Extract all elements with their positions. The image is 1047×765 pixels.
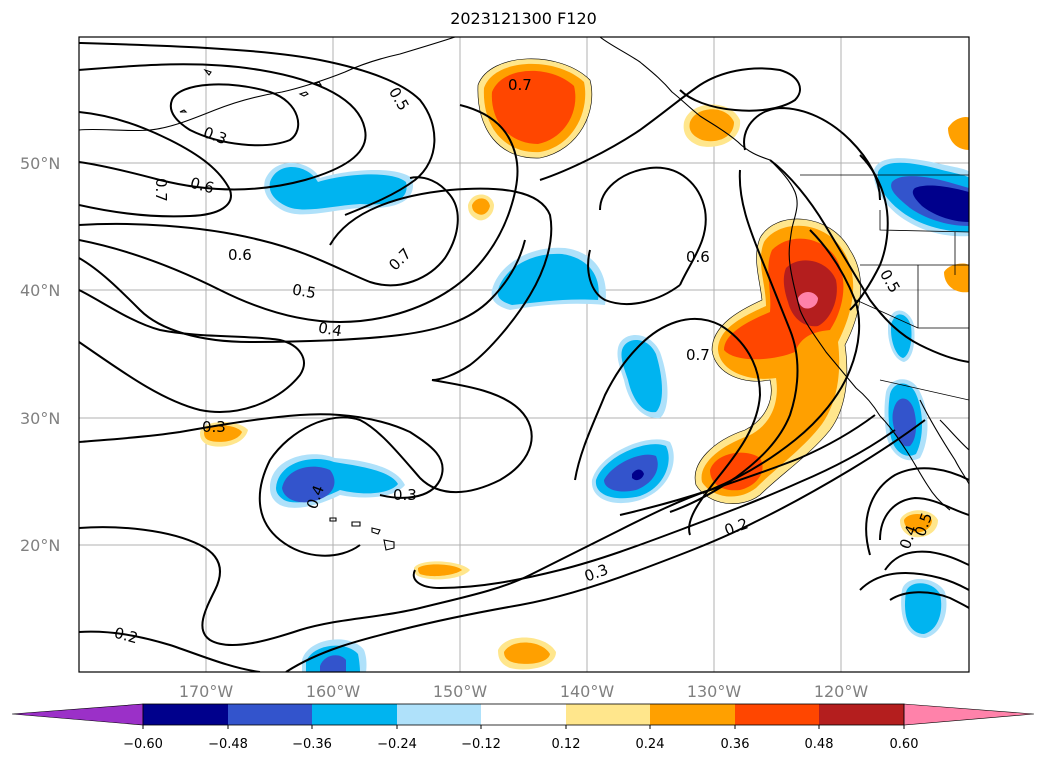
- colorbar-tick-label: 0.48: [805, 737, 834, 752]
- colorbar-segment: [143, 704, 228, 725]
- contour-label: 0.5: [291, 280, 318, 302]
- colorbar-tick-label: 0.24: [636, 737, 665, 752]
- colorbar-tick-label: −0.12: [461, 737, 501, 752]
- contour-label: 0.7: [152, 178, 170, 202]
- contour-label: 0.3: [201, 123, 230, 148]
- colorbar-ticks: [142, 725, 905, 729]
- contour-label: 0.7: [686, 346, 710, 364]
- contour-label: 0.4: [317, 318, 344, 340]
- map-title: 2023121300 F120: [450, 9, 597, 28]
- lon-label: 150°W: [433, 682, 488, 701]
- shaded-fields: [200, 58, 969, 672]
- contour-label: 0.5: [385, 84, 413, 114]
- contour-label: 0.7: [385, 245, 415, 275]
- colorbar-tick-label: −0.24: [377, 737, 417, 752]
- contour-label: 0.3: [393, 486, 417, 504]
- lon-label: 170°W: [179, 682, 234, 701]
- lon-label: 120°W: [814, 682, 869, 701]
- colorbar-segment: [735, 704, 819, 725]
- colorbar-tick-label: −0.60: [123, 737, 163, 752]
- contour-label: 0.2: [722, 514, 751, 539]
- lat-label: 40°N: [20, 281, 60, 300]
- borders: [800, 174, 969, 401]
- map-frame: [78, 36, 970, 673]
- contour-label: 0.2: [112, 624, 140, 648]
- lat-label: 20°N: [20, 536, 60, 555]
- colorbar-tick-labels: −0.60 −0.48 −0.36 −0.24 −0.12 0.12 0.24 …: [123, 737, 918, 752]
- lon-label: 140°W: [560, 682, 615, 701]
- contour-label: 0.5: [876, 266, 904, 296]
- contour-lines: [79, 42, 969, 672]
- colorbar-segment: [397, 704, 481, 725]
- colorbar-segment: [228, 704, 312, 725]
- lat-label: 30°N: [20, 409, 60, 428]
- contour-label: 0.6: [686, 248, 710, 266]
- latitude-labels: 50°N 40°N 30°N 20°N: [20, 154, 60, 555]
- contour-label: 0.7: [508, 76, 532, 94]
- lat-label: 50°N: [20, 154, 60, 173]
- longitude-labels: 170°W 160°W 150°W 140°W 130°W 120°W: [179, 682, 869, 701]
- lon-label: 130°W: [687, 682, 742, 701]
- map-area: 0.7 0.5 0.3 0.7 0.6 0.7 0.6 0.5 0.4 0.6 …: [79, 37, 969, 672]
- colorbar-segment: [481, 704, 566, 725]
- colorbar-segment: [903, 703, 1035, 726]
- colorbar-tick-label: 0.12: [552, 737, 581, 752]
- contour-label: 0.3: [202, 418, 226, 436]
- colorbar-segment: [312, 704, 397, 725]
- colorbar: −0.60 −0.48 −0.36 −0.24 −0.12 0.12 0.24 …: [11, 703, 1035, 752]
- colorbar-tick-label: 0.36: [721, 737, 750, 752]
- colorbar-tick-label: −0.36: [292, 737, 332, 752]
- contour-label: 0.6: [188, 174, 216, 198]
- lon-label: 160°W: [306, 682, 361, 701]
- colorbar-tick-label: 0.60: [890, 737, 919, 752]
- colorbar-segment: [566, 704, 650, 725]
- colorbar-segment: [819, 704, 904, 725]
- colorbar-tick-label: −0.48: [208, 737, 248, 752]
- colorbar-segment: [11, 703, 144, 726]
- contour-label: 0.6: [228, 246, 252, 264]
- colorbar-segment: [650, 704, 735, 725]
